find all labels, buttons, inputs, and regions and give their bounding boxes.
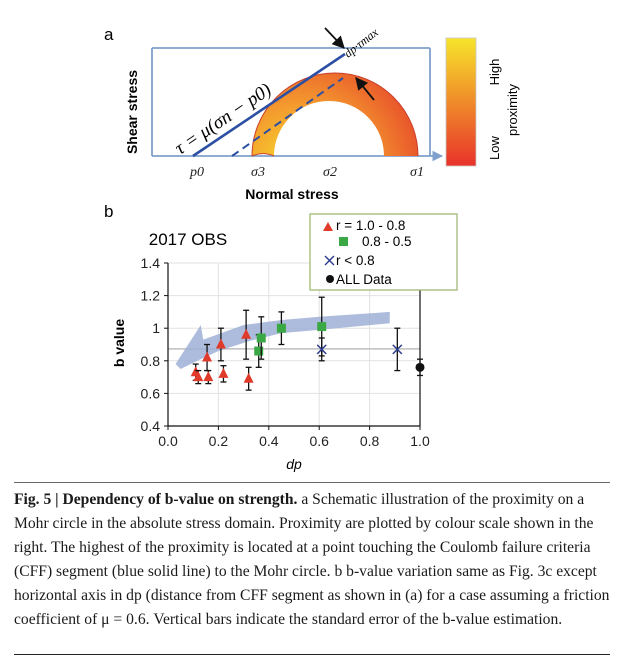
tick-sigma2: σ2 [323, 165, 337, 180]
x-tick-label: 0.2 [209, 433, 229, 449]
colorbar-title: proximity [505, 84, 520, 137]
panel-b-label: b [104, 202, 113, 221]
x-tick-label: 0.0 [158, 433, 178, 449]
panel-a-label: a [104, 25, 114, 44]
y-tick-label: 0.6 [141, 385, 161, 401]
legend-square-marker [339, 237, 348, 246]
legend-entry-4: ALL Data [336, 272, 392, 287]
legend-triangle-marker [323, 222, 333, 231]
caption-bottom-rule [14, 654, 610, 655]
dp-arrow-top [324, 27, 345, 49]
cross-point [316, 344, 327, 355]
caption-part-a: a Schematic illustration of the proximit… [14, 491, 594, 580]
legend-entry-3: r < 0.8 [336, 253, 375, 268]
legend-circle-marker [326, 275, 334, 283]
triangle-point [243, 372, 254, 383]
proximity-colorbar [445, 37, 477, 167]
legend-entry-2: 0.8 - 0.5 [362, 234, 412, 249]
y-tick-label: 1 [152, 320, 160, 336]
x-tick-label: 0.4 [259, 433, 279, 449]
colorbar-high-label: High [487, 59, 502, 86]
triangle-point [215, 338, 226, 349]
chart-xlabel: dp [286, 456, 302, 472]
tick-sigma3: σ3 [251, 165, 265, 180]
dp-tau-label: dp·τmax [341, 25, 381, 61]
y-tick-label: 1.4 [141, 255, 161, 271]
dp-arrow-bottom [355, 77, 375, 101]
chart-title: 2017 OBS [149, 230, 227, 249]
panel-a-xlabel: Normal stress [245, 186, 339, 202]
y-tick-label: 1.2 [141, 288, 161, 304]
caption-part-b: b b-value variation same as Fig. 3c exce… [14, 563, 610, 628]
caption-title: Dependency of b-value on strength. [62, 491, 298, 508]
cross-point [392, 344, 403, 355]
square-point [276, 323, 286, 333]
triangle-point [193, 371, 204, 382]
tick-p0: p0 [189, 165, 204, 180]
square-point [256, 333, 266, 343]
mohr-circle [251, 72, 419, 157]
legend-cross-marker [324, 255, 335, 266]
legend-entry-1: r = 1.0 - 0.8 [336, 218, 405, 233]
triangle-point [218, 367, 229, 378]
caption-fig-number: Fig. 5 | [14, 491, 63, 508]
caption-top-rule [14, 482, 610, 483]
x-tick-label: 0.6 [309, 433, 329, 449]
x-tick-label: 0.8 [360, 433, 380, 449]
chart-legend: r = 1.0 - 0.8 0.8 - 0.5 r < 0.8 ALL Data [309, 213, 458, 291]
triangle-point [202, 351, 213, 362]
colorbar-low-label: Low [487, 135, 502, 159]
figure-caption: Fig. 5 | Dependency of b-value on streng… [14, 488, 612, 632]
panel-a-ylabel: Shear stress [124, 70, 140, 154]
y-tick-label: 0.8 [141, 353, 161, 369]
square-point [254, 346, 264, 356]
cff-dashed-line [231, 77, 344, 157]
tick-sigma1: σ1 [410, 165, 424, 180]
x-tick-label: 1.0 [410, 433, 430, 449]
square-point [317, 322, 327, 332]
y-tick-label: 0.4 [141, 418, 161, 434]
chart-ylabel: b value [111, 319, 127, 367]
circle-point [415, 362, 425, 372]
triangle-point [203, 371, 214, 382]
cff-solid-line [192, 52, 346, 158]
trend-band [175, 311, 390, 369]
triangle-point [241, 328, 252, 339]
